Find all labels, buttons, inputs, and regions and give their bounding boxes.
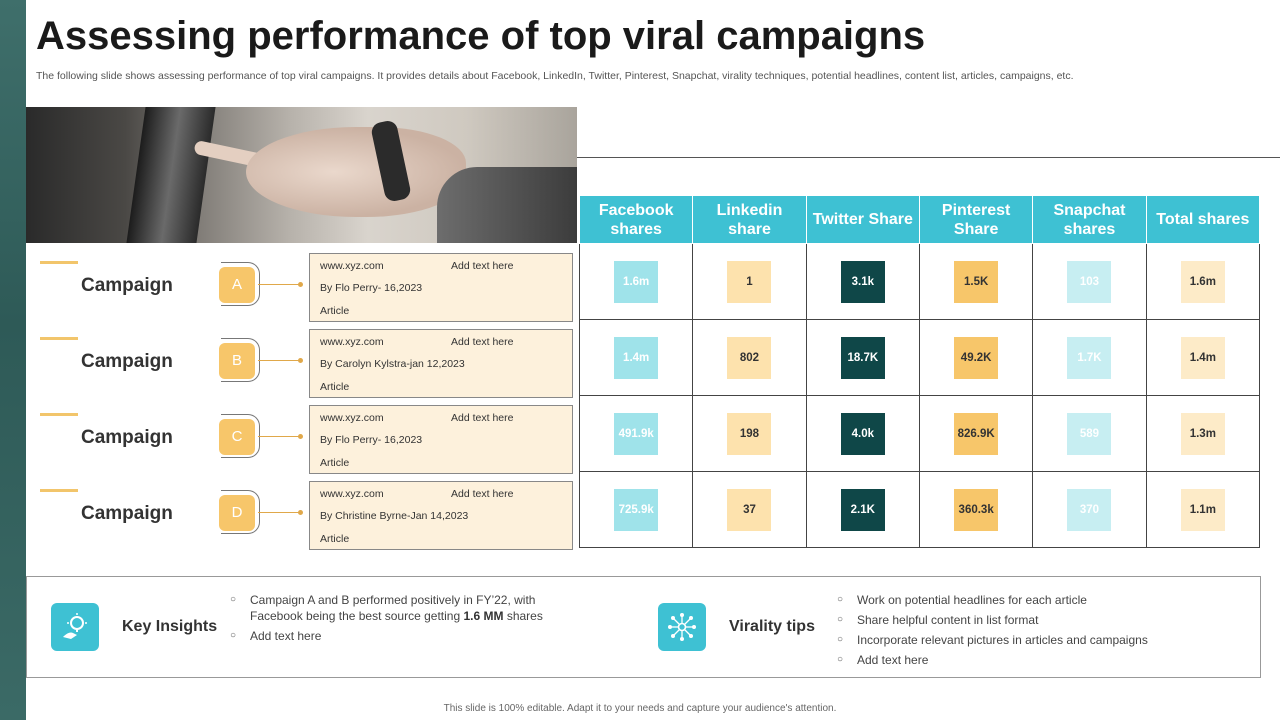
article-url: www.xyz.com	[320, 336, 384, 348]
article-byline: By Carolyn Kylstra-jan 12,2023	[320, 358, 465, 370]
article-url: www.xyz.com	[320, 260, 384, 272]
add-text-placeholder: Add text here	[451, 412, 514, 424]
campaign-label: Campaign	[81, 503, 173, 524]
facebook-value: 1.6m	[614, 260, 659, 303]
footer-note: This slide is 100% editable. Adapt it to…	[443, 703, 837, 714]
lightbulb-hand-icon	[51, 603, 99, 651]
list-item: Incorporate relevant pictures in article…	[837, 632, 1257, 648]
campaign-row-d: Campaign D www.xyz.com Add text here By …	[26, 481, 586, 559]
key-insights-list: Campaign A and B performed positively in…	[230, 592, 570, 648]
network-icon	[658, 603, 706, 651]
snapchat-value: 370	[1067, 488, 1112, 531]
campaign-info-card: www.xyz.com Add text here By Flo Perry- …	[309, 253, 573, 322]
insights-panel: Key Insights Campaign A and B performed …	[26, 576, 1261, 678]
header-total: Total shares	[1145, 195, 1261, 244]
add-text-placeholder: Add text here	[451, 260, 514, 272]
campaign-row-a: Campaign A www.xyz.com Add text here By …	[26, 253, 586, 331]
twitter-value: 4.0k	[840, 412, 885, 455]
header-linkedin: Linkedin share	[692, 195, 807, 244]
page-title: Assessing performance of top viral campa…	[36, 14, 926, 58]
pinterest-value: 1.5K	[954, 260, 999, 303]
article-url: www.xyz.com	[320, 488, 384, 500]
campaign-badge-a: A	[219, 267, 255, 303]
campaign-badge-d: D	[219, 495, 255, 531]
header-pinterest: Pinterest Share	[918, 195, 1034, 244]
facebook-value: 491.9k	[614, 412, 659, 455]
list-item: Add text here	[837, 652, 1257, 668]
snapchat-value: 589	[1067, 412, 1112, 455]
facebook-value: 1.4m	[614, 336, 659, 379]
add-text-placeholder: Add text here	[451, 336, 514, 348]
list-item: Add text here	[230, 628, 570, 644]
pinterest-value: 826.9K	[954, 412, 999, 455]
article-byline: By Christine Byrne-Jan 14,2023	[320, 510, 469, 522]
campaign-label: Campaign	[81, 427, 173, 448]
table-header-row: Facebook shares Linkedin share Twitter S…	[578, 195, 1261, 244]
snapchat-value: 1.7K	[1067, 336, 1112, 379]
page-subtitle: The following slide shows assessing perf…	[36, 70, 1074, 82]
divider-line	[577, 157, 1280, 158]
virality-tips-list: Work on potential headlines for each art…	[837, 592, 1257, 672]
header-snapchat: Snapchat shares	[1032, 195, 1147, 244]
campaign-row-c: Campaign C www.xyz.com Add text here By …	[26, 405, 586, 483]
article-url: www.xyz.com	[320, 412, 384, 424]
article-type: Article	[320, 457, 350, 469]
header-facebook: Facebook shares	[578, 195, 694, 244]
table-row: 725.9k 37 2.1K 360.3k 370 1.1m	[578, 471, 1261, 548]
pinterest-value: 360.3k	[954, 488, 999, 531]
total-value: 1.6m	[1180, 260, 1225, 303]
campaign-info-card: www.xyz.com Add text here By Flo Perry- …	[309, 405, 573, 474]
campaign-label: Campaign	[81, 351, 173, 372]
table-row: 491.9k 198 4.0k 826.9K 589 1.3m	[578, 395, 1261, 472]
total-value: 1.1m	[1180, 488, 1225, 531]
header-photo	[26, 107, 577, 243]
campaign-badge-c: C	[219, 419, 255, 455]
table-row: 1.6m 1 3.1k 1.5K 103 1.6m	[578, 243, 1261, 320]
article-type: Article	[320, 305, 350, 317]
total-value: 1.4m	[1180, 336, 1225, 379]
campaign-badge-b: B	[219, 343, 255, 379]
linkedin-value: 802	[727, 336, 772, 379]
side-decoration-strip	[0, 0, 26, 720]
add-text-placeholder: Add text here	[451, 488, 514, 500]
campaign-info-card: www.xyz.com Add text here By Christine B…	[309, 481, 573, 550]
twitter-value: 18.7K	[840, 336, 885, 379]
article-byline: By Flo Perry- 16,2023	[320, 434, 423, 446]
article-byline: By Flo Perry- 16,2023	[320, 282, 423, 294]
total-value: 1.3m	[1180, 412, 1225, 455]
campaign-info-card: www.xyz.com Add text here By Carolyn Kyl…	[309, 329, 573, 398]
list-item: Work on potential headlines for each art…	[837, 592, 1257, 608]
table-row: 1.4m 802 18.7K 49.2K 1.7K 1.4m	[578, 319, 1261, 396]
snapchat-value: 103	[1067, 260, 1112, 303]
key-insights-label: Key Insights	[122, 618, 218, 635]
pinterest-value: 49.2K	[954, 336, 999, 379]
shares-table: Facebook shares Linkedin share Twitter S…	[578, 195, 1261, 548]
article-type: Article	[320, 381, 350, 393]
twitter-value: 3.1k	[840, 260, 885, 303]
virality-tips-label: Virality tips	[729, 618, 815, 635]
list-item: Share helpful content in list format	[837, 612, 1257, 628]
header-twitter: Twitter Share	[805, 195, 920, 244]
twitter-value: 2.1K	[840, 488, 885, 531]
linkedin-value: 37	[727, 488, 772, 531]
campaign-row-b: Campaign B www.xyz.com Add text here By …	[26, 329, 586, 407]
linkedin-value: 1	[727, 260, 772, 303]
campaign-label: Campaign	[81, 275, 173, 296]
list-item: Campaign A and B performed positively in…	[230, 592, 570, 624]
article-type: Article	[320, 533, 350, 545]
linkedin-value: 198	[727, 412, 772, 455]
facebook-value: 725.9k	[614, 488, 659, 531]
